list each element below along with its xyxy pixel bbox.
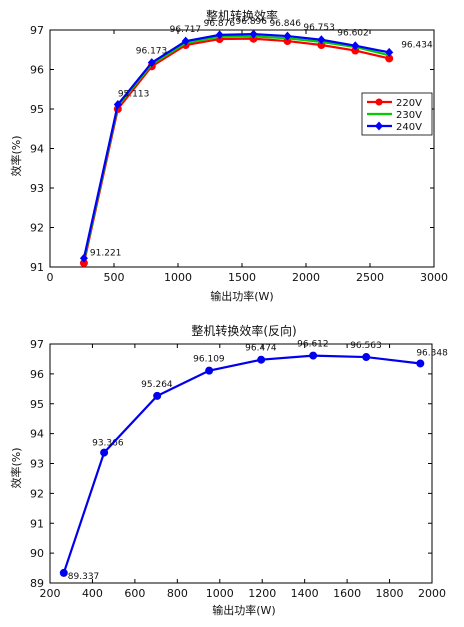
y-tick-label: 92	[30, 487, 44, 500]
x-tick-label: 1400	[291, 587, 319, 600]
data-point	[215, 30, 224, 40]
chart-forward-efficiency: 整机转换效率 输出功率(W) 效率(%) 0 500 1000 1500 2000 250…	[9, 8, 448, 303]
data-label: 96.896	[236, 17, 268, 27]
data-label: 96.563	[350, 341, 382, 351]
data-label: 96.474	[245, 344, 277, 354]
x-tick-label: 600	[124, 587, 145, 600]
x-axis-label: 输出功率(W)	[210, 289, 273, 303]
data-label: 96.434	[401, 40, 433, 50]
data-point	[362, 353, 371, 362]
data-label: 96.717	[170, 25, 202, 35]
x-tick-label: 1200	[248, 587, 276, 600]
y-tick-label: 91	[30, 261, 44, 274]
series-line	[82, 33, 390, 259]
legend-marker	[375, 121, 383, 131]
data-label: 89.337	[68, 572, 100, 582]
data-label: 96.173	[136, 47, 168, 57]
y-tick-label: 89	[30, 577, 44, 590]
data-point	[283, 31, 292, 41]
y-tick-label: 95	[30, 398, 44, 411]
legend-label: 230V	[396, 110, 422, 121]
data-label: 96.612	[297, 340, 329, 350]
data-label: 96.876	[204, 19, 236, 29]
data-point	[100, 448, 109, 457]
x-tick-label: 400	[82, 587, 103, 600]
x-tick-label: 1000	[164, 271, 192, 284]
plot-frame	[49, 343, 433, 584]
data-label: 95.113	[118, 90, 150, 100]
x-tick-label: 1500	[228, 271, 256, 284]
data-label: 96.109	[193, 355, 225, 365]
y-tick-label: 93	[30, 458, 44, 471]
x-tick-label: 500	[104, 271, 125, 284]
data-point	[257, 355, 266, 364]
series-line	[82, 37, 390, 264]
series-line	[62, 354, 421, 574]
y-tick-label: 97	[30, 24, 44, 37]
data-point	[351, 41, 360, 51]
series-line	[82, 35, 390, 261]
data-point	[317, 35, 326, 45]
y-tick-label: 93	[30, 182, 44, 195]
x-tick-label: 800	[167, 587, 188, 600]
x-tick-label: 2000	[292, 271, 320, 284]
data-label: 96.348	[416, 348, 448, 358]
data-point	[59, 568, 68, 577]
data-point	[416, 359, 425, 368]
data-point	[385, 47, 394, 57]
data-label: 96.846	[269, 19, 301, 29]
x-tick-label: 2000	[418, 587, 446, 600]
x-tick-label: 1600	[333, 587, 361, 600]
data-point	[113, 100, 122, 110]
y-axis-label: 效率(%)	[9, 135, 23, 176]
data-point	[181, 36, 190, 46]
data-label: 95.264	[141, 380, 173, 390]
x-tick-label: 200	[40, 587, 61, 600]
chart-title: 整机转换效率	[206, 8, 278, 23]
data-point	[309, 351, 318, 360]
chart-reverse-efficiency: 整机转换效率(反向) 输出功率(W) 效率(%) 200 400 600 800 100…	[9, 323, 448, 617]
x-tick-label: 1000	[206, 587, 234, 600]
legend-marker	[375, 98, 383, 106]
y-tick-label: 96	[30, 64, 44, 77]
data-label: 96.753	[303, 23, 335, 33]
y-tick-label: 95	[30, 103, 44, 116]
data-point	[79, 253, 88, 263]
y-tick-label: 97	[30, 338, 44, 351]
y-axis-label: 效率(%)	[9, 447, 23, 488]
y-tick-label: 92	[30, 222, 44, 235]
data-label: 93.366	[92, 439, 124, 449]
chart-title: 整机转换效率(反向)	[191, 323, 296, 338]
y-tick-label: 91	[30, 517, 44, 530]
data-label: 96.602	[337, 29, 369, 39]
legend-label: 220V	[396, 98, 422, 109]
legend-label: 240V	[396, 122, 422, 133]
y-tick-label: 94	[30, 143, 44, 156]
data-point	[147, 58, 156, 68]
y-tick-label: 96	[30, 368, 44, 381]
data-label: 91.221	[90, 248, 122, 258]
x-tick-label: 0	[47, 271, 54, 284]
x-tick-label: 3000	[420, 271, 448, 284]
y-tick-label: 94	[30, 428, 44, 441]
data-point	[153, 391, 162, 400]
data-point	[205, 366, 214, 375]
x-tick-label: 2500	[356, 271, 384, 284]
x-tick-label: 1800	[376, 587, 404, 600]
y-tick-label: 90	[30, 547, 44, 560]
data-point	[249, 29, 258, 39]
x-axis-label: 输出功率(W)	[212, 603, 275, 617]
